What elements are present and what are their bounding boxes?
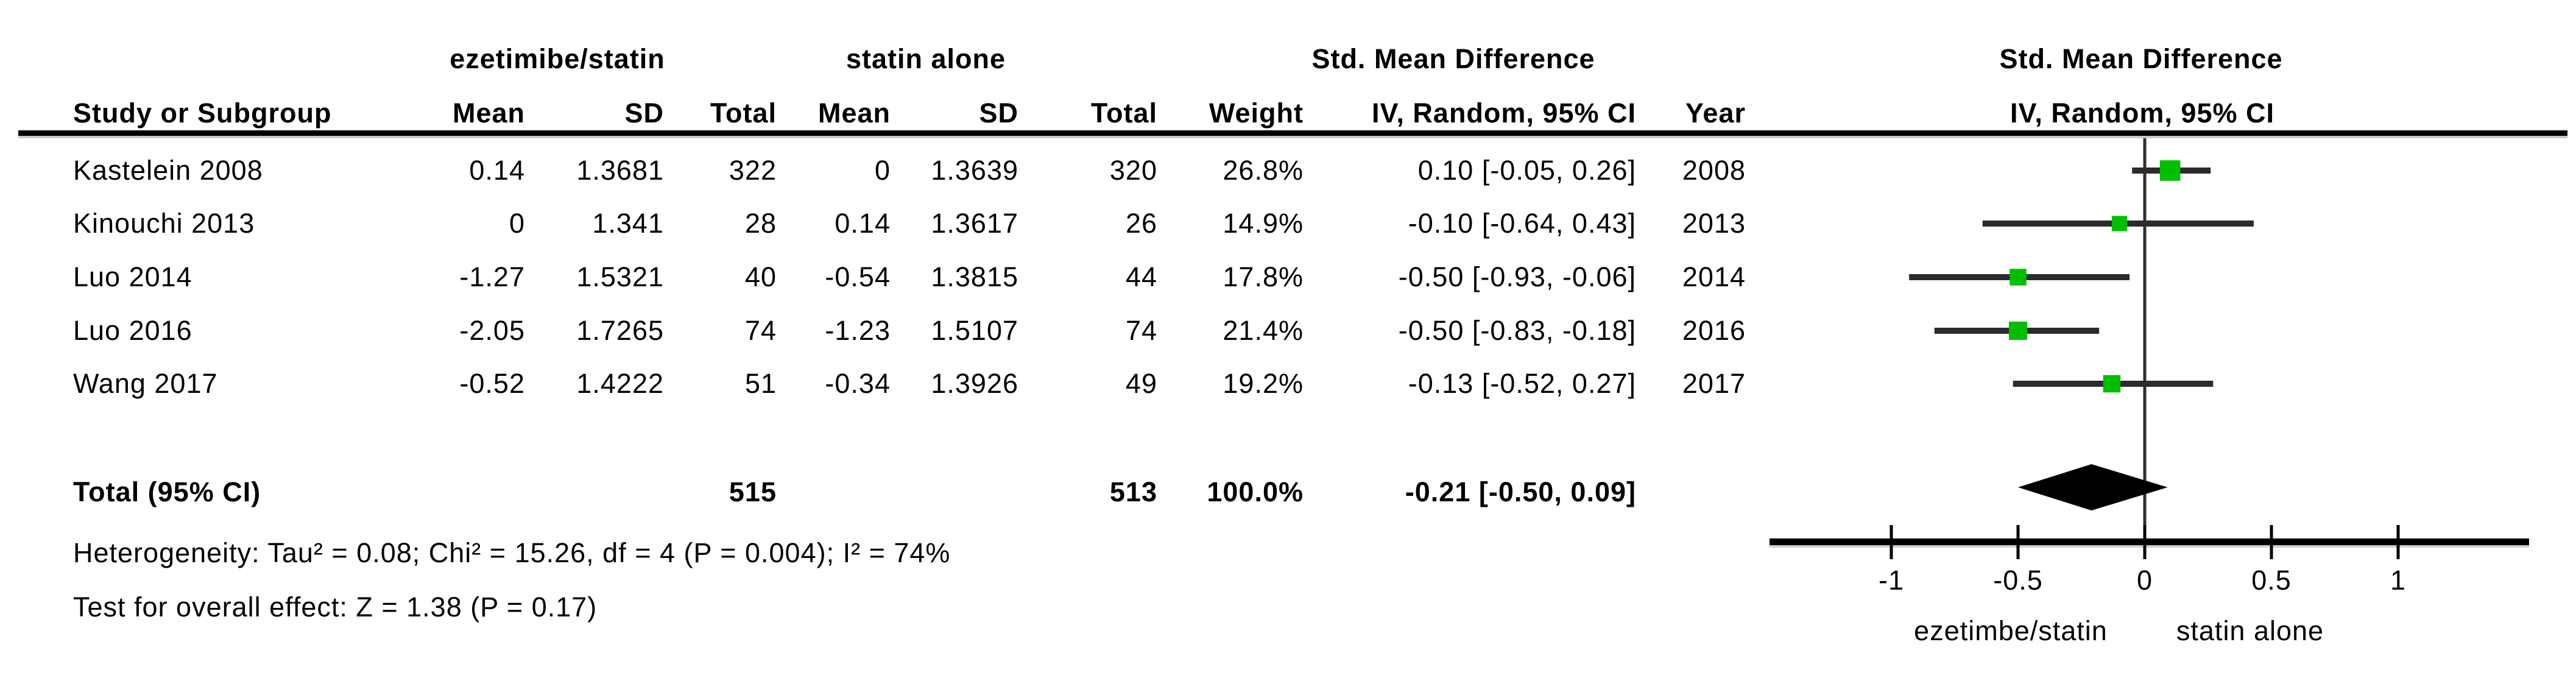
mean-experimental: 0 bbox=[509, 208, 525, 239]
x-tick-label: 0 bbox=[2137, 565, 2153, 596]
col-header-total-experimental: Total bbox=[710, 97, 777, 129]
effect-ci-text: 0.10 [-0.05, 0.26] bbox=[1417, 155, 1636, 186]
total-experimental-n: 515 bbox=[729, 476, 777, 507]
sd-experimental: 1.7265 bbox=[576, 315, 664, 346]
x-tick-label: -0.5 bbox=[1993, 565, 2043, 596]
total-control: 320 bbox=[1109, 155, 1157, 186]
mean-experimental: 0.14 bbox=[469, 155, 525, 186]
total-experimental: 74 bbox=[744, 315, 777, 346]
weight-value: 19.2% bbox=[1223, 368, 1304, 399]
year-value: 2014 bbox=[1682, 261, 1746, 292]
x-tick bbox=[2396, 525, 2400, 559]
x-tick bbox=[2270, 525, 2273, 559]
total-control-n: 513 bbox=[1109, 476, 1157, 507]
effect-ci-text: -0.50 [-0.83, -0.18] bbox=[1398, 315, 1636, 346]
header-rule-shadow bbox=[18, 136, 2567, 138]
total-weight: 100.0% bbox=[1207, 476, 1304, 507]
col-header-effect-ci: IV, Random, 95% CI bbox=[1372, 97, 1636, 129]
col-header-weight: Weight bbox=[1209, 97, 1304, 129]
col-header-year: Year bbox=[1685, 97, 1746, 129]
col-header-mean-control: Mean bbox=[817, 97, 891, 129]
total-control: 74 bbox=[1125, 315, 1157, 346]
effect-square bbox=[2010, 269, 2027, 286]
x-tick bbox=[1890, 525, 1893, 559]
mean-control: 0 bbox=[874, 155, 891, 186]
plot-header-title: Std. Mean Difference bbox=[1999, 43, 2283, 74]
x-tick bbox=[2016, 525, 2020, 559]
mean-control: -0.54 bbox=[825, 261, 891, 292]
study-label: Kinouchi 2013 bbox=[73, 208, 255, 239]
total-experimental: 51 bbox=[744, 368, 777, 399]
year-value: 2017 bbox=[1682, 368, 1746, 399]
effect-square bbox=[2008, 321, 2028, 340]
col-header-sd-control: SD bbox=[979, 97, 1018, 129]
favours-control-label: statin alone bbox=[2176, 615, 2324, 646]
total-experimental: 28 bbox=[744, 208, 777, 239]
effect-square bbox=[2159, 160, 2181, 181]
effect-ci-text: -0.10 [-0.64, 0.43] bbox=[1408, 208, 1636, 239]
mean-experimental: -0.52 bbox=[459, 368, 525, 399]
x-tick-label: -1 bbox=[1879, 565, 1904, 596]
sd-control: 1.5107 bbox=[931, 315, 1018, 346]
col-header-mean-experimental: Mean bbox=[452, 97, 525, 129]
x-axis-shadow bbox=[1770, 545, 2529, 548]
mean-control: 0.14 bbox=[835, 208, 891, 239]
header-rule bbox=[18, 130, 2567, 136]
sd-control: 1.3926 bbox=[931, 368, 1018, 399]
weight-value: 21.4% bbox=[1223, 315, 1304, 346]
sd-experimental: 1.3681 bbox=[576, 155, 664, 186]
total-control: 49 bbox=[1125, 368, 1157, 399]
heterogeneity-stats: Heterogeneity: Tau² = 0.08; Chi² = 15.26… bbox=[73, 537, 951, 568]
sd-experimental: 1.341 bbox=[592, 208, 664, 239]
mean-control: -0.34 bbox=[825, 368, 891, 399]
col-header-sd-experimental: SD bbox=[624, 97, 664, 129]
study-label: Luo 2014 bbox=[73, 261, 192, 292]
total-effect-ci: -0.21 [-0.50, 0.09] bbox=[1405, 476, 1636, 507]
mean-experimental: -2.05 bbox=[459, 315, 525, 346]
col-header-study: Study or Subgroup bbox=[73, 97, 332, 129]
zero-effect-line bbox=[2143, 135, 2147, 542]
total-experimental: 322 bbox=[729, 155, 777, 186]
total-experimental: 40 bbox=[744, 261, 777, 292]
sd-experimental: 1.4222 bbox=[576, 368, 664, 399]
mean-control: -1.23 bbox=[825, 315, 891, 346]
weight-value: 26.8% bbox=[1223, 155, 1304, 186]
year-value: 2013 bbox=[1682, 208, 1746, 239]
group-header-control: statin alone bbox=[845, 43, 1006, 74]
effect-column-header: Std. Mean Difference bbox=[1311, 43, 1595, 74]
weight-value: 14.9% bbox=[1223, 208, 1304, 239]
favours-experimental-label: ezetimbe/statin bbox=[1914, 615, 2108, 646]
total-control: 44 bbox=[1125, 261, 1157, 292]
x-tick-label: 0.5 bbox=[2251, 565, 2292, 596]
effect-ci-text: -0.13 [-0.52, 0.27] bbox=[1408, 368, 1636, 399]
effect-square bbox=[2111, 216, 2127, 231]
col-header-total-control: Total bbox=[1090, 97, 1157, 129]
year-value: 2008 bbox=[1682, 155, 1746, 186]
group-header-experimental: ezetimibe/statin bbox=[450, 43, 665, 74]
effect-square bbox=[2103, 375, 2121, 393]
sd-control: 1.3617 bbox=[931, 208, 1018, 239]
mean-experimental: -1.27 bbox=[459, 261, 525, 292]
sd-experimental: 1.5321 bbox=[576, 261, 664, 292]
pooled-effect-diamond bbox=[2018, 464, 2168, 510]
plot-header-effect-ci: IV, Random, 95% CI bbox=[2010, 97, 2274, 129]
study-label: Kastelein 2008 bbox=[73, 155, 263, 186]
sd-control: 1.3639 bbox=[931, 155, 1018, 186]
study-label: Luo 2016 bbox=[73, 315, 192, 346]
total-row-label: Total (95% CI) bbox=[73, 476, 261, 507]
x-tick-label: 1 bbox=[2390, 565, 2406, 596]
x-axis-line bbox=[1770, 538, 2529, 545]
weight-value: 17.8% bbox=[1223, 261, 1304, 292]
sd-control: 1.3815 bbox=[931, 261, 1018, 292]
effect-ci-text: -0.50 [-0.93, -0.06] bbox=[1398, 261, 1636, 292]
study-label: Wang 2017 bbox=[73, 368, 218, 399]
total-control: 26 bbox=[1125, 208, 1157, 239]
overall-effect-test: Test for overall effect: Z = 1.38 (P = 0… bbox=[73, 591, 598, 623]
year-value: 2016 bbox=[1682, 315, 1746, 346]
x-tick bbox=[2143, 525, 2147, 559]
